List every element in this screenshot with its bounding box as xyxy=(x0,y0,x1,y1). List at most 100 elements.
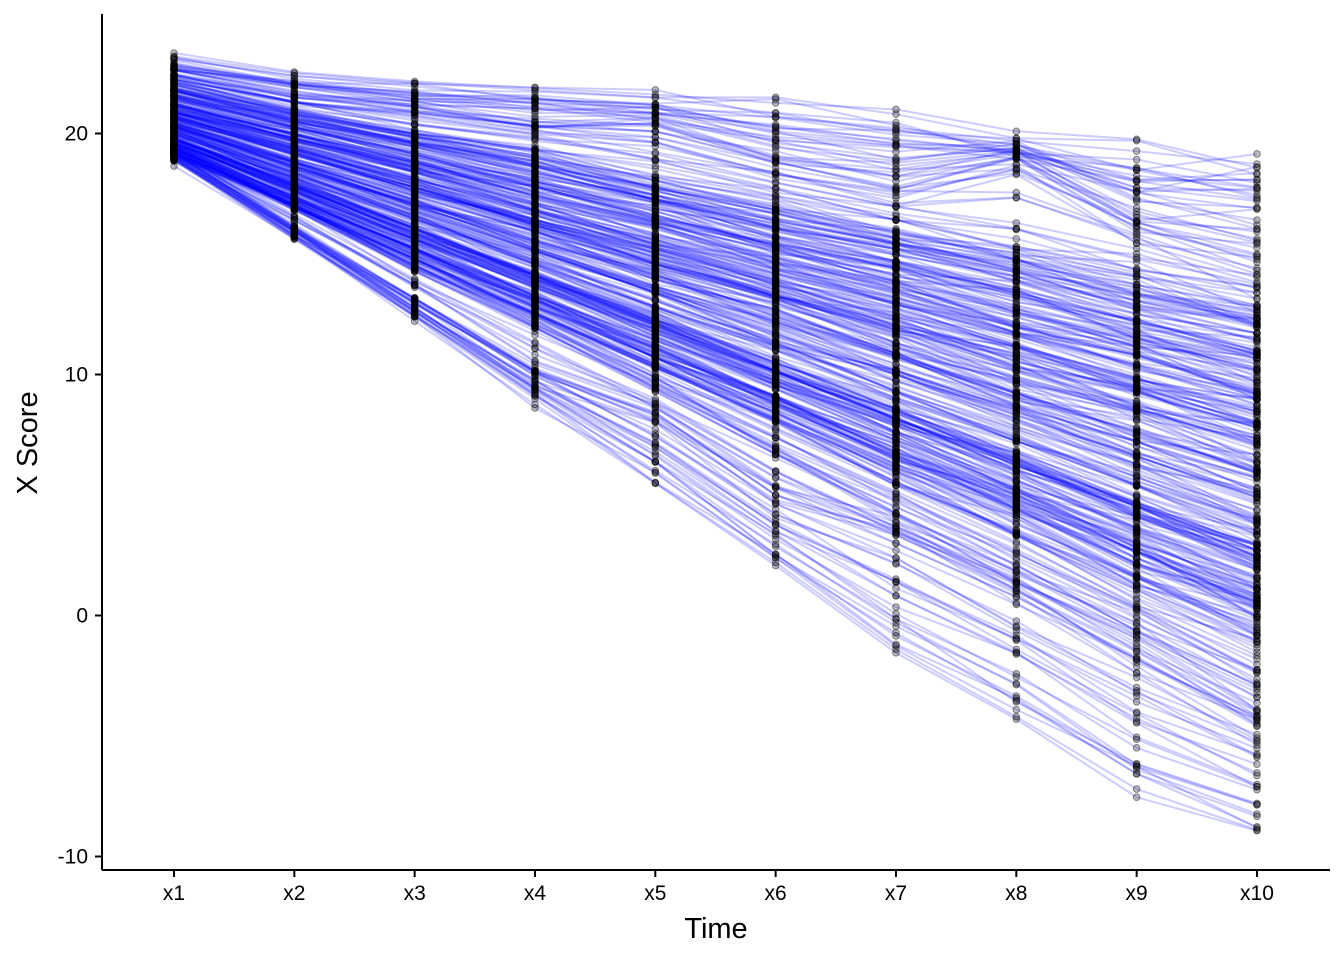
series-line xyxy=(173,126,1258,475)
data-point xyxy=(771,317,780,326)
series-line xyxy=(173,151,1258,610)
data-point xyxy=(170,79,178,87)
series-line xyxy=(173,59,1258,184)
data-point xyxy=(1132,359,1141,367)
data-point xyxy=(531,100,539,108)
data-point xyxy=(1012,679,1021,688)
data-point xyxy=(771,120,780,129)
series-line xyxy=(173,144,1258,552)
data-point xyxy=(1132,513,1141,521)
data-point xyxy=(410,120,419,129)
data-point xyxy=(531,104,539,112)
data-point xyxy=(892,591,900,600)
data-point xyxy=(410,244,419,253)
data-point xyxy=(531,274,539,282)
data-point xyxy=(531,122,539,131)
data-point xyxy=(531,293,539,301)
data-point xyxy=(771,295,780,304)
data-point xyxy=(892,460,900,469)
data-point xyxy=(1253,266,1261,275)
data-point xyxy=(892,481,900,490)
series-line xyxy=(173,118,1258,440)
data-point xyxy=(290,140,299,148)
data-point xyxy=(410,239,419,247)
series-line xyxy=(173,121,1258,471)
data-point xyxy=(531,104,539,113)
data-point xyxy=(892,351,900,360)
data-point xyxy=(1132,573,1141,581)
data-point xyxy=(170,135,178,144)
data-point xyxy=(1132,639,1141,647)
series-line xyxy=(173,68,1258,221)
data-point xyxy=(290,173,299,181)
data-point xyxy=(1253,574,1261,582)
series-line xyxy=(173,121,1258,443)
x-tick-label: x4 xyxy=(524,882,547,905)
data-point xyxy=(651,469,660,477)
series-line xyxy=(173,111,1258,416)
data-point xyxy=(1253,221,1261,229)
data-point xyxy=(1132,442,1141,451)
data-point xyxy=(1132,336,1141,345)
series-line xyxy=(173,113,1258,433)
data-point xyxy=(892,467,900,475)
data-point xyxy=(892,523,900,532)
series-line xyxy=(173,142,1258,590)
data-point xyxy=(290,202,299,211)
data-point xyxy=(1132,188,1141,197)
data-point xyxy=(771,183,780,192)
data-point xyxy=(651,235,660,244)
data-point xyxy=(892,283,900,291)
series-line xyxy=(173,144,1258,607)
data-point xyxy=(1253,440,1261,449)
data-point xyxy=(290,144,299,152)
data-point xyxy=(1012,313,1021,322)
series-line xyxy=(173,160,1258,766)
data-point xyxy=(892,577,900,586)
series-line xyxy=(173,150,1258,660)
data-point xyxy=(651,176,660,185)
data-point xyxy=(1132,549,1141,557)
data-point xyxy=(892,397,900,406)
data-point xyxy=(1253,705,1261,714)
series-line xyxy=(173,110,1258,396)
series-line xyxy=(173,128,1258,479)
data-point xyxy=(1012,433,1021,441)
data-point xyxy=(1253,393,1261,402)
data-point xyxy=(1253,493,1261,502)
data-point xyxy=(1253,513,1261,522)
data-point xyxy=(651,318,660,327)
series-line xyxy=(173,132,1258,565)
data-point xyxy=(531,278,539,286)
series-line xyxy=(173,158,1258,750)
data-point xyxy=(1012,379,1021,388)
data-point xyxy=(1012,381,1021,389)
series-line xyxy=(173,138,1258,557)
data-point xyxy=(531,339,539,348)
data-point xyxy=(771,279,780,287)
series-line xyxy=(173,118,1258,425)
series-line xyxy=(173,147,1258,618)
data-point xyxy=(1132,163,1141,172)
data-point xyxy=(410,263,419,272)
data-point xyxy=(892,202,900,210)
data-point xyxy=(1012,140,1021,149)
data-point xyxy=(531,394,539,403)
series-line xyxy=(173,134,1258,546)
series-line xyxy=(173,151,1258,713)
data-point xyxy=(1253,467,1261,475)
data-point xyxy=(531,187,539,196)
data-point xyxy=(531,259,539,268)
data-point xyxy=(771,398,780,407)
data-point xyxy=(1012,486,1021,494)
data-point xyxy=(1132,258,1141,266)
data-point xyxy=(170,99,178,108)
series-line xyxy=(173,52,1258,169)
data-point xyxy=(1132,501,1141,509)
data-point xyxy=(892,298,900,306)
data-point xyxy=(290,176,299,185)
data-point xyxy=(892,629,900,637)
series-line xyxy=(173,139,1258,536)
series-line xyxy=(173,123,1258,504)
data-point xyxy=(1012,673,1021,681)
